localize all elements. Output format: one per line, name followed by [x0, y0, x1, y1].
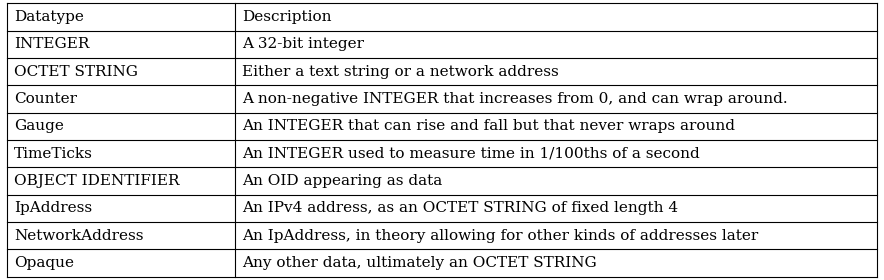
- Text: Description: Description: [242, 10, 332, 24]
- Text: Gauge: Gauge: [14, 119, 64, 133]
- Text: OCTET STRING: OCTET STRING: [14, 65, 138, 79]
- Text: IpAddress: IpAddress: [14, 201, 92, 215]
- Text: INTEGER: INTEGER: [14, 37, 89, 51]
- Text: A 32-bit integer: A 32-bit integer: [242, 37, 364, 51]
- Text: An IPv4 address, as an OCTET STRING of fixed length 4: An IPv4 address, as an OCTET STRING of f…: [242, 201, 678, 215]
- Text: Either a text string or a network address: Either a text string or a network addres…: [242, 65, 559, 79]
- Text: TimeTicks: TimeTicks: [14, 147, 93, 161]
- Text: An INTEGER used to measure time in 1/100ths of a second: An INTEGER used to measure time in 1/100…: [242, 147, 700, 161]
- Text: An INTEGER that can rise and fall but that never wraps around: An INTEGER that can rise and fall but th…: [242, 119, 735, 133]
- Text: A non-negative INTEGER that increases from 0, and can wrap around.: A non-negative INTEGER that increases fr…: [242, 92, 788, 106]
- Text: Counter: Counter: [14, 92, 77, 106]
- Text: OBJECT IDENTIFIER: OBJECT IDENTIFIER: [14, 174, 179, 188]
- Text: Datatype: Datatype: [14, 10, 84, 24]
- Text: NetworkAddress: NetworkAddress: [14, 229, 143, 243]
- Text: Opaque: Opaque: [14, 256, 74, 270]
- Text: An OID appearing as data: An OID appearing as data: [242, 174, 442, 188]
- Text: An IpAddress, in theory allowing for other kinds of addresses later: An IpAddress, in theory allowing for oth…: [242, 229, 758, 243]
- Text: Any other data, ultimately an OCTET STRING: Any other data, ultimately an OCTET STRI…: [242, 256, 597, 270]
